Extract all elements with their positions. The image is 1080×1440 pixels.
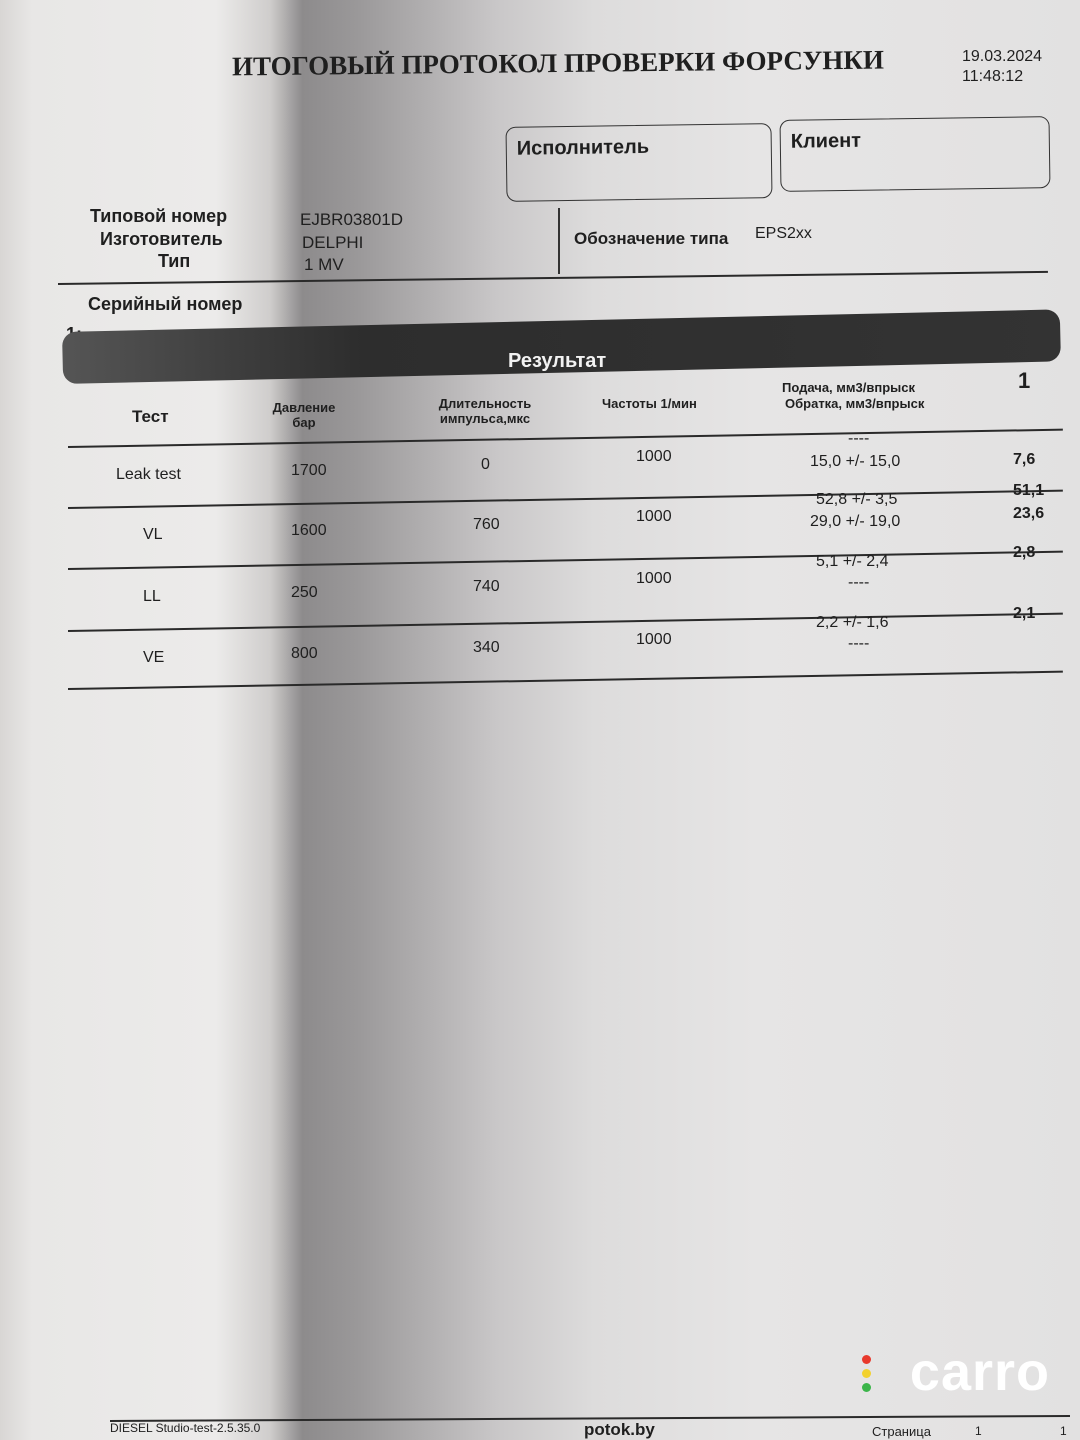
row-divider — [67, 550, 1063, 570]
serial-label: Серийный номер — [88, 294, 243, 314]
cell-delivery-spec: 2,2 +/- 1,6 — [816, 613, 889, 631]
document-title: ИТОГОВЫЙ ПРОТОКОЛ ПРОВЕРКИ ФОРСУНКИ — [231, 44, 885, 82]
result-title: Результат — [508, 350, 607, 372]
cell-return-spec: ---- — [848, 635, 870, 653]
cell-pressure: 1600 — [291, 522, 327, 540]
carro-watermark-logo: carro — [909, 1342, 1050, 1402]
divider — [57, 270, 1048, 285]
cell-test: LL — [143, 587, 161, 605]
logo-dot-yellow — [862, 1369, 871, 1378]
logo-dot-green — [862, 1383, 871, 1392]
type-label: Тип — [158, 251, 191, 271]
cell-delivery-spec: ---- — [848, 430, 870, 448]
cell-duration: 760 — [473, 515, 500, 533]
type-number-value: EJBR03801D — [300, 210, 404, 229]
footer-site: potok.by — [584, 1420, 655, 1439]
row-divider — [67, 612, 1063, 632]
header-test: Тест — [132, 407, 169, 426]
header-frequency: Частоты 1/мин — [602, 396, 697, 411]
client-box: Клиент — [779, 116, 1051, 192]
cell-return-spec: 15,0 +/- 15,0 — [810, 452, 901, 470]
divider — [558, 208, 560, 274]
row-divider — [67, 428, 1063, 448]
cell-delivery-value: 2,8 — [1013, 544, 1036, 562]
cell-test: VE — [143, 648, 165, 666]
header-return: Обратка, мм3/впрыск — [785, 396, 925, 411]
row-divider — [67, 489, 1063, 509]
type-number-label: Типовой номер — [90, 206, 228, 226]
date: 19.03.2024 — [962, 48, 1043, 65]
designation-label: Обозначение типа — [574, 229, 729, 248]
cell-delivery-value: 51,1 — [1013, 482, 1045, 500]
cell-return-value: 7,6 — [1013, 451, 1036, 468]
cell-return-value: 23,6 — [1013, 505, 1045, 523]
manufacturer-label: Изготовитель — [100, 229, 223, 249]
cell-pressure: 1700 — [291, 462, 327, 480]
header-duration: Длительность импульса,мкс — [438, 396, 532, 426]
page-count: 1 — [1060, 1424, 1067, 1438]
time: 11:48:12 — [962, 68, 1024, 85]
cell-frequency: 1000 — [636, 569, 672, 587]
cell-return-spec: 29,0 +/- 19,0 — [810, 512, 901, 530]
cell-frequency: 1000 — [636, 630, 672, 648]
logo-dot-red — [862, 1355, 871, 1364]
page-label: Страница — [872, 1424, 931, 1439]
cell-delivery-value: 2,1 — [1013, 605, 1036, 623]
header-delivery: Подача, мм3/впрыск — [782, 380, 915, 395]
cell-pressure: 250 — [291, 584, 318, 602]
cell-test: VL — [143, 525, 163, 543]
manufacturer-value: DELPHI — [302, 233, 364, 252]
cell-return-spec: ---- — [848, 574, 870, 592]
cell-duration: 0 — [481, 455, 490, 473]
column-index: 1 — [1018, 368, 1031, 393]
cell-duration: 740 — [473, 577, 500, 595]
designation-value: EPS2xx — [755, 225, 812, 242]
cell-test: Leak test — [116, 466, 181, 484]
page-number: 1 — [975, 1424, 982, 1438]
cell-delivery-spec: 5,1 +/- 2,4 — [816, 552, 889, 570]
client-label: Клиент — [790, 129, 862, 153]
row-divider — [67, 670, 1063, 690]
executor-label: Исполнитель — [516, 135, 650, 160]
executor-box: Исполнитель — [505, 123, 773, 202]
cell-duration: 340 — [473, 638, 500, 656]
cell-delivery-spec: 52,8 +/- 3,5 — [816, 490, 898, 508]
type-value: 1 MV — [304, 255, 344, 274]
cell-frequency: 1000 — [636, 507, 672, 525]
cell-frequency: 1000 — [636, 447, 672, 465]
cell-pressure: 800 — [291, 645, 318, 663]
header-pressure: Давление бар — [272, 400, 336, 430]
software-version: DIESEL Studio-test-2.5.35.0 — [110, 1421, 261, 1435]
